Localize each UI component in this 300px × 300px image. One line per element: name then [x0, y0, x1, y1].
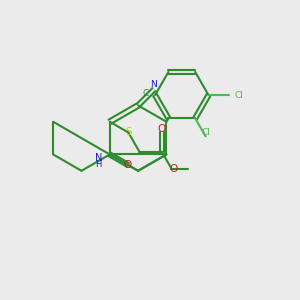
Text: N: N: [151, 80, 157, 89]
Text: Cl: Cl: [202, 128, 211, 137]
Text: Cl: Cl: [235, 91, 244, 100]
Text: C: C: [142, 89, 148, 98]
Text: H: H: [95, 160, 102, 169]
Text: S: S: [125, 128, 132, 137]
Text: O: O: [170, 164, 178, 174]
Text: O: O: [158, 124, 166, 134]
Text: O: O: [124, 160, 132, 170]
Text: N: N: [95, 153, 102, 163]
